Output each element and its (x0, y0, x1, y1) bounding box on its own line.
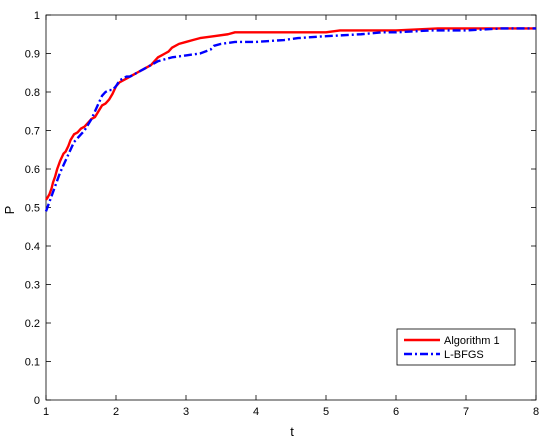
y-tick-label: 0.7 (25, 126, 40, 138)
x-tick-label: 7 (463, 406, 469, 418)
x-tick-label: 6 (393, 406, 399, 418)
legend-label-algorithm-1: Algorithm 1 (444, 335, 500, 347)
series-line-algorithm-1 (45, 27, 536, 201)
y-tick-label: 0.2 (25, 318, 40, 330)
x-tick-label: 2 (113, 406, 119, 418)
x-tick-label: 8 (533, 406, 539, 418)
y-tick-label: 0.8 (25, 87, 40, 99)
legend-box (396, 328, 516, 366)
y-axis-label: P (2, 206, 17, 215)
x-tick-label: 3 (183, 406, 189, 418)
x-tick-label: 1 (43, 406, 49, 418)
y-tick-label: 1 (34, 10, 40, 22)
y-tick-label: 0 (34, 395, 40, 407)
legend-label-l-bfgs: L-BFGS (444, 349, 484, 361)
y-tick-label: 0.6 (25, 164, 40, 176)
y-tick-label: 0.1 (25, 357, 40, 369)
x-tick-label: 5 (323, 406, 329, 418)
legend: Algorithm 1 L-BFGS (396, 328, 516, 366)
y-tick-label: 0.5 (25, 203, 40, 215)
x-tick-label: 4 (253, 406, 259, 418)
y-tick-label: 0.3 (25, 280, 40, 292)
y-tick-label: 0.9 (25, 49, 40, 61)
series-line-l-bfgs (44, 27, 536, 212)
x-axis-label: t (290, 424, 294, 439)
y-tick-label: 0.4 (25, 241, 40, 253)
